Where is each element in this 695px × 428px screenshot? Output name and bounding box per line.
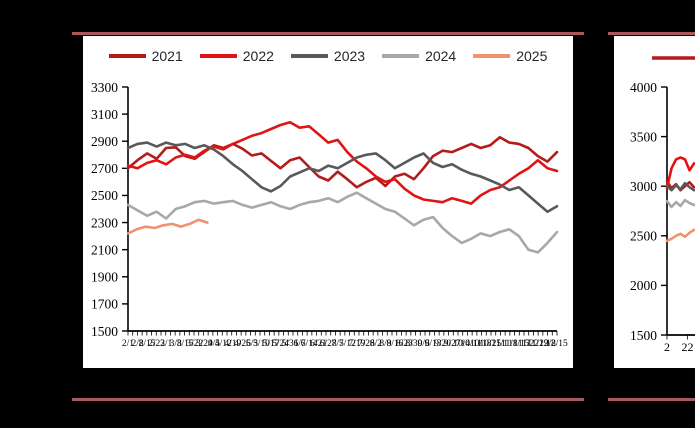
x-axis-tick-label: 3/22 <box>186 339 203 349</box>
legend-item-2021: 2021 <box>108 48 183 64</box>
y-axis-tick-label: 2100 <box>91 242 118 257</box>
left-chart-svg: 3300 3100 2900 2700 2500 2300 2100 1900 1700 1500… <box>91 80 568 349</box>
x-axis-tick-label: 3/8 <box>170 339 182 349</box>
chart-panel-right: 4000 3500 3000 2500 2000 1500 2 22 <box>614 36 695 368</box>
legend-label: 2024 <box>425 48 457 64</box>
x-axis-tick-label: 8/2 <box>370 339 382 349</box>
x-axis-tick-label: 6/14 <box>301 339 318 349</box>
y-axis-tick-label: 1900 <box>91 270 118 285</box>
x-axis-tick-label: 10/4 <box>453 339 470 349</box>
y-axis-tick-label: 2500 <box>91 188 118 203</box>
x-axis-tick-label: 4/12 <box>215 339 232 349</box>
series-line-2025 <box>126 218 209 235</box>
y-axis-tick-label: 3300 <box>91 80 118 95</box>
x-axis-tick-label: 2/22 <box>148 339 165 349</box>
chart-panel-left: 2021 2022 2023 2024 2025 3300 3100 2900 2700 250… <box>83 36 573 368</box>
legend-label: 2021 <box>151 48 183 64</box>
x-axis-tick-label: 10/11 <box>461 339 483 349</box>
legend-label: 2022 <box>242 48 274 64</box>
x-axis-tick-label: 11/22 <box>518 339 540 349</box>
x-axis-tick-label: 7/26 <box>358 339 375 349</box>
legend-line-swatch <box>382 54 420 58</box>
x-axis-tick-label: 2/1 <box>122 339 134 349</box>
legend-left: 2021 2022 2023 2024 2025 <box>83 49 573 63</box>
legend-line-swatch <box>290 54 328 58</box>
x-axis-tick-label: 11/15 <box>508 339 530 349</box>
y-axis-tick-label: 2300 <box>91 215 118 230</box>
x-axis-tick-label: 11/8 <box>501 339 518 349</box>
y-axis-tick-label: 1500 <box>630 328 657 343</box>
x-axis-tick-label: 9/13 <box>425 339 442 349</box>
x-axis-tick-label: 8/9 <box>379 339 391 349</box>
top-rule-right <box>608 32 695 35</box>
x-axis-tick-label: 10/18 <box>470 339 492 349</box>
x-axis-tick-label: 3/15 <box>177 339 194 349</box>
y-axis-tick-label: 3000 <box>630 179 657 194</box>
y-axis-tick-label: 2000 <box>630 278 657 293</box>
x-axis-tick-label: 10/25 <box>479 339 501 349</box>
bottom-rule-left <box>72 398 584 401</box>
legend-line-swatch <box>199 54 237 58</box>
x-axis-tick-label: 4/26 <box>234 339 251 349</box>
x-axis-tick-label: 11/1 <box>492 339 509 349</box>
x-axis-tick-label: 12/8 <box>539 339 556 349</box>
series-line-2024 <box>665 198 695 209</box>
series-line-2025 <box>665 228 695 243</box>
x-axis-tick-label: 3/1 <box>160 339 172 349</box>
x-axis-tick-label: 7/5 <box>332 339 344 349</box>
x-axis-tick-label: 7/12 <box>339 339 356 349</box>
series-line-2022 <box>665 156 695 190</box>
x-axis-tick-label: 4/5 <box>208 339 220 349</box>
x-axis-tick-label: 2 <box>664 340 670 354</box>
series-line-2022 <box>126 120 559 205</box>
x-axis-tick-label: 4/19 <box>224 339 241 349</box>
series-line-2023 <box>126 141 559 213</box>
y-axis-tick-label: 3500 <box>630 129 657 144</box>
x-axis-tick-label: 5/3 <box>246 339 258 349</box>
bottom-rule-right <box>608 398 695 401</box>
legend-line-swatch <box>108 54 146 58</box>
x-axis-tick-label: 2/8 <box>131 339 143 349</box>
x-axis-tick-label: 22 <box>682 340 694 354</box>
x-axis-tick-label: 5/17 <box>263 339 280 349</box>
legend-label: 2023 <box>333 48 366 64</box>
x-axis-tick-label: 7/19 <box>348 339 365 349</box>
legend-label: 2025 <box>516 48 548 64</box>
y-axis-tick-label: 1700 <box>91 297 118 312</box>
y-axis-tick-label: 3100 <box>91 107 118 122</box>
x-axis-tick-label: 8/30 <box>406 339 423 349</box>
x-axis-tick-label: 8/23 <box>396 339 413 349</box>
x-axis-tick-label: 9/6 <box>417 339 429 349</box>
y-axis-tick-label: 4000 <box>630 80 657 95</box>
y-axis-tick-label: 2900 <box>91 134 118 149</box>
legend-item-2023: 2023 <box>290 48 366 64</box>
x-axis-tick-label: 5/10 <box>253 339 270 349</box>
x-axis-tick-label: 8/16 <box>386 339 403 349</box>
x-axis-tick-label: 6/21 <box>310 339 327 349</box>
legend-item-2022: 2022 <box>199 48 274 64</box>
series-line-2024 <box>126 191 559 254</box>
x-axis-tick-label: 11/29 <box>527 339 549 349</box>
x-axis-tick-label: 6/28 <box>320 339 337 349</box>
x-axis-tick-label: 6/7 <box>294 339 306 349</box>
x-axis-tick-label: 3/29 <box>196 339 213 349</box>
series-line-2023 <box>665 181 695 192</box>
legend-line-swatch <box>473 54 511 58</box>
x-axis-tick-label: 2/15 <box>139 339 156 349</box>
x-axis-tick-label: 9/20 <box>434 339 451 349</box>
y-axis-tick-label: 2500 <box>630 229 657 244</box>
y-axis-tick-label: 1500 <box>91 324 118 339</box>
x-axis-tick-label: 5/31 <box>282 339 299 349</box>
x-axis-tick-label: 12/15 <box>546 339 568 349</box>
x-axis-tick-label: 5/24 <box>272 339 289 349</box>
top-rule-left <box>72 32 584 35</box>
y-axis-tick-label: 2700 <box>91 161 118 176</box>
legend-item-2024: 2024 <box>382 49 456 63</box>
x-axis-tick-label: 9/27 <box>444 339 461 349</box>
legend-item-2025: 2025 <box>473 49 547 63</box>
